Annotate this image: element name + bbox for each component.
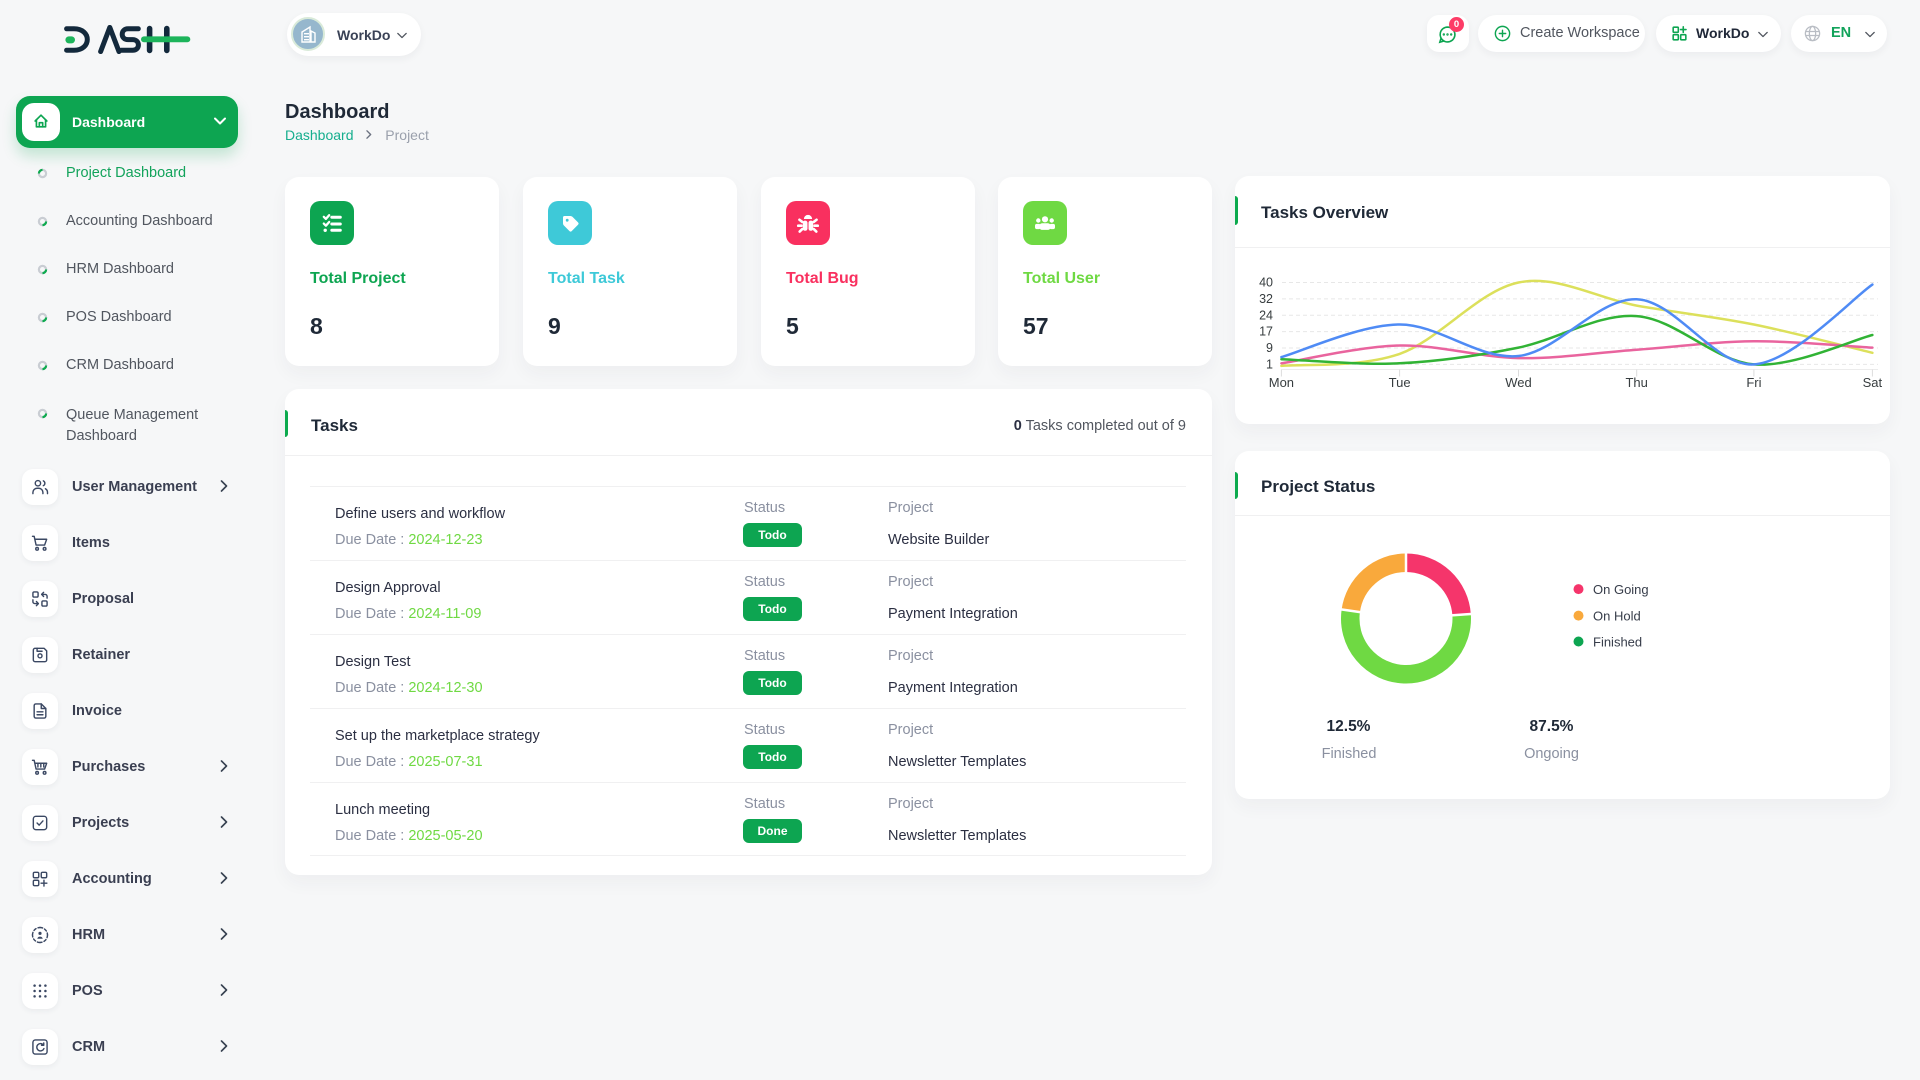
svg-text:On Hold: On Hold [1593,609,1641,624]
svg-text:1: 1 [1266,357,1273,371]
svg-text:Thu: Thu [1625,375,1647,390]
svg-text:Tue: Tue [1389,375,1411,390]
svg-text:Wed: Wed [1505,375,1532,390]
svg-text:Mon: Mon [1269,375,1294,390]
svg-text:Finished: Finished [1322,746,1377,762]
svg-text:32: 32 [1259,292,1273,306]
svg-text:12.5%: 12.5% [1327,718,1371,735]
svg-text:Ongoing: Ongoing [1524,746,1579,762]
svg-text:17: 17 [1259,325,1273,339]
svg-text:Sat: Sat [1863,375,1883,390]
svg-text:Fri: Fri [1746,375,1761,390]
svg-text:On Going: On Going [1593,582,1649,597]
svg-text:Finished: Finished [1593,635,1642,650]
svg-text:87.5%: 87.5% [1530,718,1574,735]
svg-text:40: 40 [1259,276,1273,290]
svg-text:9: 9 [1266,341,1273,355]
svg-text:24: 24 [1259,308,1273,322]
